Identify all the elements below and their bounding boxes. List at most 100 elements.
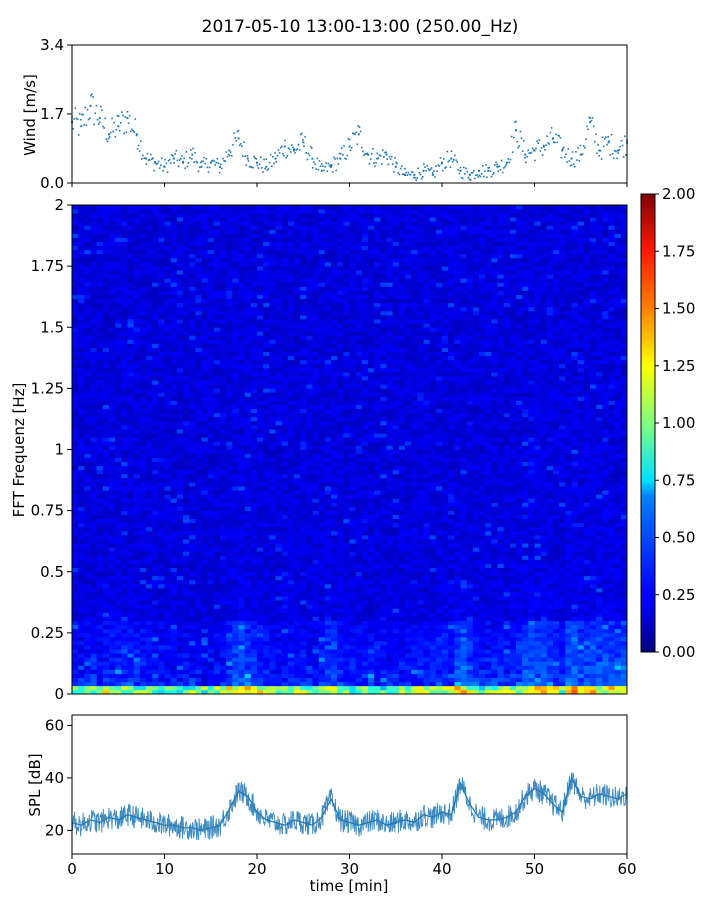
spectrogram-cell bbox=[213, 257, 221, 263]
spectrogram-cell bbox=[133, 294, 141, 300]
spectrogram-cell bbox=[96, 355, 104, 361]
spectrogram-cell bbox=[121, 221, 128, 226]
spectrogram-cell bbox=[170, 526, 178, 532]
spectrogram-cell bbox=[232, 486, 239, 491]
spectrogram-cell bbox=[226, 514, 233, 520]
spectrogram-cell bbox=[226, 559, 233, 564]
wind-point bbox=[335, 169, 337, 172]
spectrogram-cell bbox=[109, 278, 116, 283]
spectrogram-cell bbox=[133, 384, 141, 389]
spectrogram-cell bbox=[257, 253, 264, 259]
spectrogram-cell bbox=[287, 327, 295, 332]
spectrogram-cell bbox=[220, 681, 227, 687]
spectrogram-cell bbox=[152, 233, 159, 238]
spectrogram-cell bbox=[78, 441, 85, 446]
spectrogram-cell bbox=[226, 608, 233, 613]
spectrogram-cell bbox=[195, 657, 202, 662]
wind-point bbox=[148, 158, 151, 161]
wind-point bbox=[283, 145, 286, 148]
spectrogram-cell bbox=[207, 579, 215, 585]
spectrogram-cell bbox=[207, 323, 215, 328]
spectrogram-cell bbox=[232, 429, 239, 434]
spectrogram-cell bbox=[164, 526, 172, 532]
spectrogram-cell bbox=[226, 502, 233, 507]
spectrogram-cell bbox=[287, 567, 295, 573]
spectrogram-cell bbox=[96, 677, 104, 683]
spectrogram-cell bbox=[294, 624, 301, 630]
spectrogram-cell bbox=[287, 506, 295, 511]
spectrogram-cell bbox=[121, 335, 128, 340]
spectrogram-cell bbox=[102, 388, 110, 393]
spectrogram-cell bbox=[226, 323, 233, 328]
spectrogram-cell bbox=[269, 412, 276, 418]
spectrogram-cell bbox=[170, 473, 178, 479]
spectrogram-cell bbox=[257, 657, 264, 662]
spectrogram-cell bbox=[269, 685, 276, 691]
spectrogram-cell bbox=[176, 335, 184, 340]
spectrogram-cell bbox=[220, 380, 227, 385]
spectrogram-cell bbox=[102, 681, 110, 687]
spectrogram-cell bbox=[127, 416, 135, 422]
spectrogram-cell bbox=[220, 583, 227, 589]
wind-point bbox=[313, 161, 315, 163]
spectrogram-cell bbox=[139, 213, 147, 218]
spectrogram-cell bbox=[102, 555, 110, 560]
spectrogram-cell bbox=[164, 583, 172, 589]
spectrogram-cell bbox=[232, 531, 239, 536]
spectrogram-cell bbox=[250, 604, 258, 609]
spectrogram-cell bbox=[78, 657, 85, 662]
spectrogram-cell bbox=[238, 282, 246, 287]
spectrogram-cell bbox=[176, 372, 184, 377]
wind-point bbox=[382, 149, 384, 151]
spectrogram-cell bbox=[170, 600, 178, 605]
spectrogram-cell bbox=[96, 689, 104, 695]
spectrogram-cell bbox=[201, 547, 209, 552]
spectrogram-cell bbox=[78, 437, 85, 442]
wind-point bbox=[141, 158, 143, 160]
spectrogram-cell bbox=[257, 262, 264, 267]
spectrogram-cell bbox=[269, 518, 276, 524]
spectrogram-cell bbox=[96, 514, 104, 520]
spectrogram-cell bbox=[96, 319, 104, 324]
spectrogram-cell bbox=[244, 649, 252, 654]
spectrogram-cell bbox=[164, 302, 172, 308]
spectrogram-cell bbox=[78, 555, 85, 560]
wind-point bbox=[435, 165, 437, 167]
spectrogram-cell bbox=[213, 620, 221, 626]
spectrogram-cell bbox=[213, 453, 221, 458]
spectrogram-cell bbox=[102, 209, 110, 214]
spectrogram-cell bbox=[176, 649, 184, 654]
spectrogram-cell bbox=[109, 217, 116, 222]
wind-point bbox=[274, 157, 277, 160]
wind-point bbox=[551, 138, 554, 140]
spectrogram-cell bbox=[226, 604, 233, 609]
wind-point bbox=[243, 141, 245, 143]
spectrogram-cell bbox=[84, 355, 91, 361]
spectrogram-cell bbox=[238, 429, 246, 434]
wind-point bbox=[406, 174, 408, 176]
spectrogram-cell bbox=[183, 335, 190, 340]
spectrogram-cell bbox=[189, 596, 196, 601]
spectrogram-cell bbox=[164, 685, 172, 691]
spectrogram-cell bbox=[133, 205, 141, 210]
spectrogram-cell bbox=[287, 555, 295, 560]
wind-point bbox=[343, 145, 345, 147]
spectrogram-cell bbox=[189, 380, 196, 385]
spectrogram-cell bbox=[294, 441, 301, 446]
spectrogram-cell bbox=[244, 661, 252, 666]
spectrogram-cell bbox=[78, 274, 85, 279]
spectrogram-cell bbox=[146, 522, 153, 528]
spectrogram-cell bbox=[146, 441, 153, 446]
wind-point bbox=[357, 125, 360, 127]
spectrogram-cell bbox=[90, 535, 98, 540]
spectrogram-cell bbox=[257, 649, 264, 654]
spectrogram-cell bbox=[220, 453, 227, 458]
spectrogram-cell bbox=[127, 388, 135, 393]
spectrogram-cell bbox=[102, 327, 110, 332]
spectrogram-cell bbox=[220, 368, 227, 373]
spectrogram-cell bbox=[133, 657, 141, 662]
spectrogram-cell bbox=[213, 359, 221, 365]
wind-point bbox=[208, 166, 211, 169]
spectrogram-cell bbox=[250, 225, 258, 230]
spectrogram-cell bbox=[213, 457, 221, 463]
